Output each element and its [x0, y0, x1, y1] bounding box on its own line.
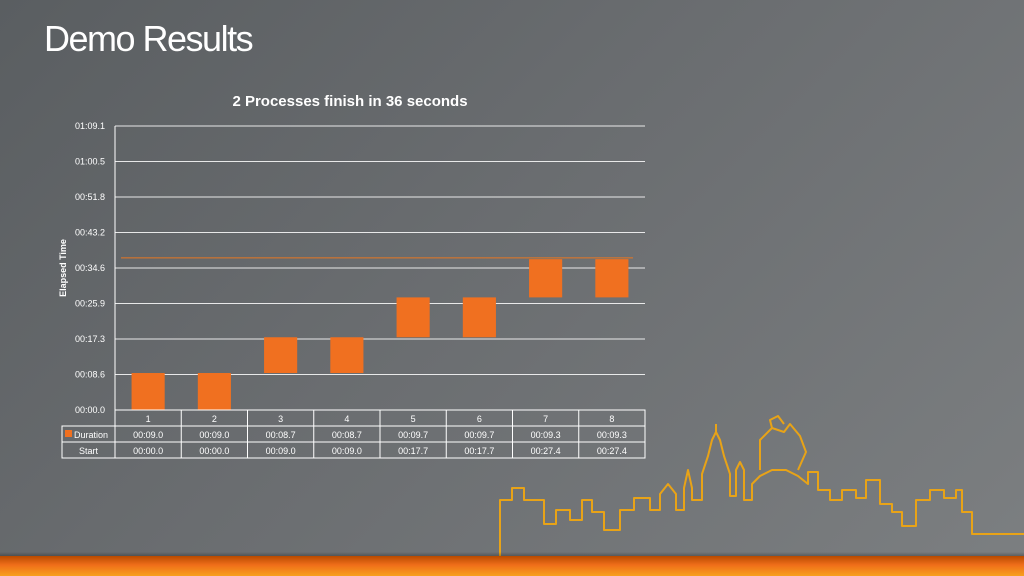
statue-icon [759, 415, 807, 471]
bar-duration [595, 259, 629, 298]
bar-duration [529, 259, 563, 298]
bar-duration [197, 373, 231, 410]
table-cell: 00:09.0 [266, 446, 296, 456]
x-tick-label: 4 [344, 414, 349, 424]
legend-key-duration [65, 430, 72, 437]
x-tick-label: 8 [609, 414, 614, 424]
table-cell: 00:09.7 [464, 430, 494, 440]
skyline-outline [499, 431, 1024, 556]
slide-title: Demo Results [44, 18, 254, 59]
table-cell: 00:09.7 [398, 430, 428, 440]
table-cell: 00:27.4 [531, 446, 561, 456]
bar-duration [396, 297, 430, 338]
x-tick-label: 1 [146, 414, 151, 424]
x-tick-label: 5 [411, 414, 416, 424]
y-axis-title: Elapsed Time [58, 239, 68, 297]
bar-duration [264, 337, 298, 374]
footer-bar [0, 556, 1024, 576]
table-cell: 00:09.0 [199, 430, 229, 440]
y-tick-label: 01:09.1 [75, 121, 105, 131]
table-cell: 00:17.7 [398, 446, 428, 456]
table-cell: 00:08.7 [332, 430, 362, 440]
y-tick-label: 00:00.0 [75, 405, 105, 415]
y-tick-label: 00:25.9 [75, 299, 105, 309]
table-row-header-duration: Duration [74, 430, 108, 440]
y-tick-label: 00:34.6 [75, 263, 105, 273]
table-cell: 00:00.0 [199, 446, 229, 456]
chart-title: 2 Processes finish in 36 seconds [232, 93, 468, 110]
table-cell: 00:17.7 [464, 446, 494, 456]
x-tick-label: 6 [477, 414, 482, 424]
table-cell: 00:09.3 [531, 430, 561, 440]
y-tick-label: 00:08.6 [75, 370, 105, 380]
bar-duration [131, 373, 165, 410]
x-tick-label: 2 [212, 414, 217, 424]
y-tick-label: 00:17.3 [75, 334, 105, 344]
bar-duration [330, 337, 364, 374]
y-tick-label: 00:43.2 [75, 228, 105, 238]
table-cell: 00:08.7 [266, 430, 296, 440]
table-cell: 00:09.0 [133, 430, 163, 440]
table-cell: 00:09.3 [597, 430, 627, 440]
footer-shadow [0, 552, 1024, 556]
bar-duration [462, 297, 496, 338]
table-row-header-start: Start [79, 446, 99, 456]
y-tick-label: 00:51.8 [75, 192, 105, 202]
y-tick-label: 01:00.5 [75, 157, 105, 167]
x-tick-label: 7 [543, 414, 548, 424]
x-tick-label: 3 [278, 414, 283, 424]
table-cell: 00:27.4 [597, 446, 627, 456]
table-cell: 00:09.0 [332, 446, 362, 456]
table-cell: 00:00.0 [133, 446, 163, 456]
